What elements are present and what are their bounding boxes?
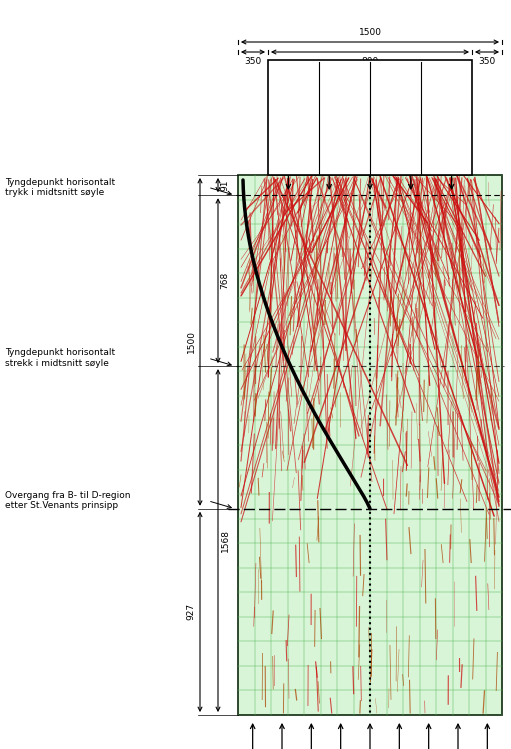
Text: Tyngdepunkt horisontalt
trykk i midtsnitt søyle: Tyngdepunkt horisontalt trykk i midtsnit… <box>5 178 115 197</box>
Text: 1568: 1568 <box>221 529 229 552</box>
Bar <box>238 175 502 715</box>
Text: 350: 350 <box>244 57 262 66</box>
Bar <box>268 60 472 175</box>
Text: 91: 91 <box>221 179 229 191</box>
Text: 1500: 1500 <box>187 330 196 354</box>
Text: 800: 800 <box>361 57 379 66</box>
Text: Overgang fra B- til D-region
etter St.Venants prinsipp: Overgang fra B- til D-region etter St.Ve… <box>5 491 130 511</box>
Text: 350: 350 <box>478 57 496 66</box>
Text: 768: 768 <box>221 272 229 289</box>
Text: 1500: 1500 <box>359 28 382 37</box>
Text: Tyngdepunkt horisontalt
strekk i midtsnitt søyle: Tyngdepunkt horisontalt strekk i midtsni… <box>5 348 115 368</box>
Text: 927: 927 <box>187 603 196 620</box>
